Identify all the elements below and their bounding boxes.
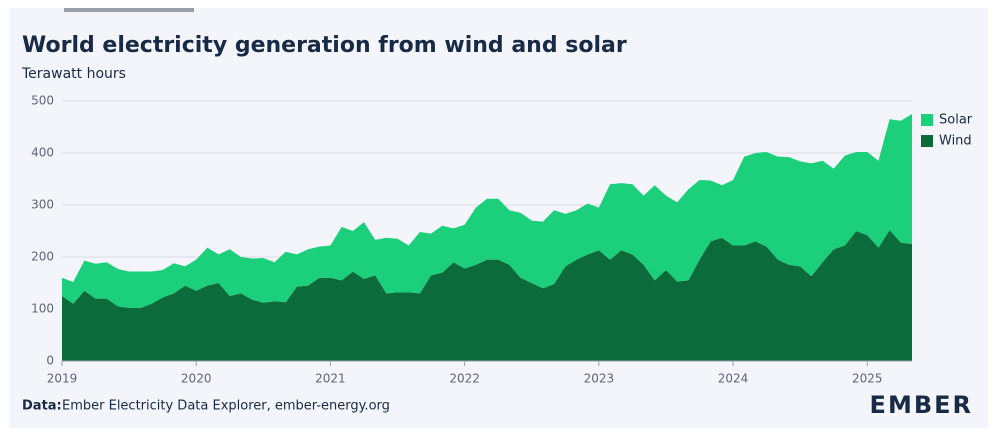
x-tick-label: 2024 — [718, 372, 749, 386]
y-tick-label: 200 — [31, 250, 54, 264]
tab-indicator — [64, 8, 194, 12]
legend-swatch — [921, 135, 933, 147]
chart-title: World electricity generation from wind a… — [22, 33, 627, 58]
chart-subtitle: Terawatt hours — [21, 66, 126, 82]
x-tick-label: 2021 — [315, 372, 346, 386]
x-tick-label: 2019 — [47, 372, 78, 386]
x-tick-label: 2023 — [584, 372, 615, 386]
y-tick-label: 100 — [31, 302, 54, 316]
area-wind — [62, 229, 912, 361]
y-tick-label: 0 — [46, 354, 54, 368]
legend-label: Wind — [939, 134, 972, 149]
x-tick-label: 2020 — [181, 372, 212, 386]
logo: EMBER — [870, 391, 973, 419]
x-tick-label: 2025 — [852, 372, 883, 386]
source: Ember Electricity Data Explorer, ember-e… — [62, 399, 390, 414]
source-label: Data: — [22, 399, 62, 414]
legend-swatch — [921, 114, 933, 126]
y-tick-label: 400 — [31, 146, 54, 160]
legend-label: Solar — [939, 113, 973, 128]
y-tick-label: 500 — [31, 94, 54, 108]
x-tick-label: 2022 — [449, 372, 480, 386]
area-solar — [62, 114, 912, 308]
y-tick-label: 300 — [31, 198, 54, 212]
